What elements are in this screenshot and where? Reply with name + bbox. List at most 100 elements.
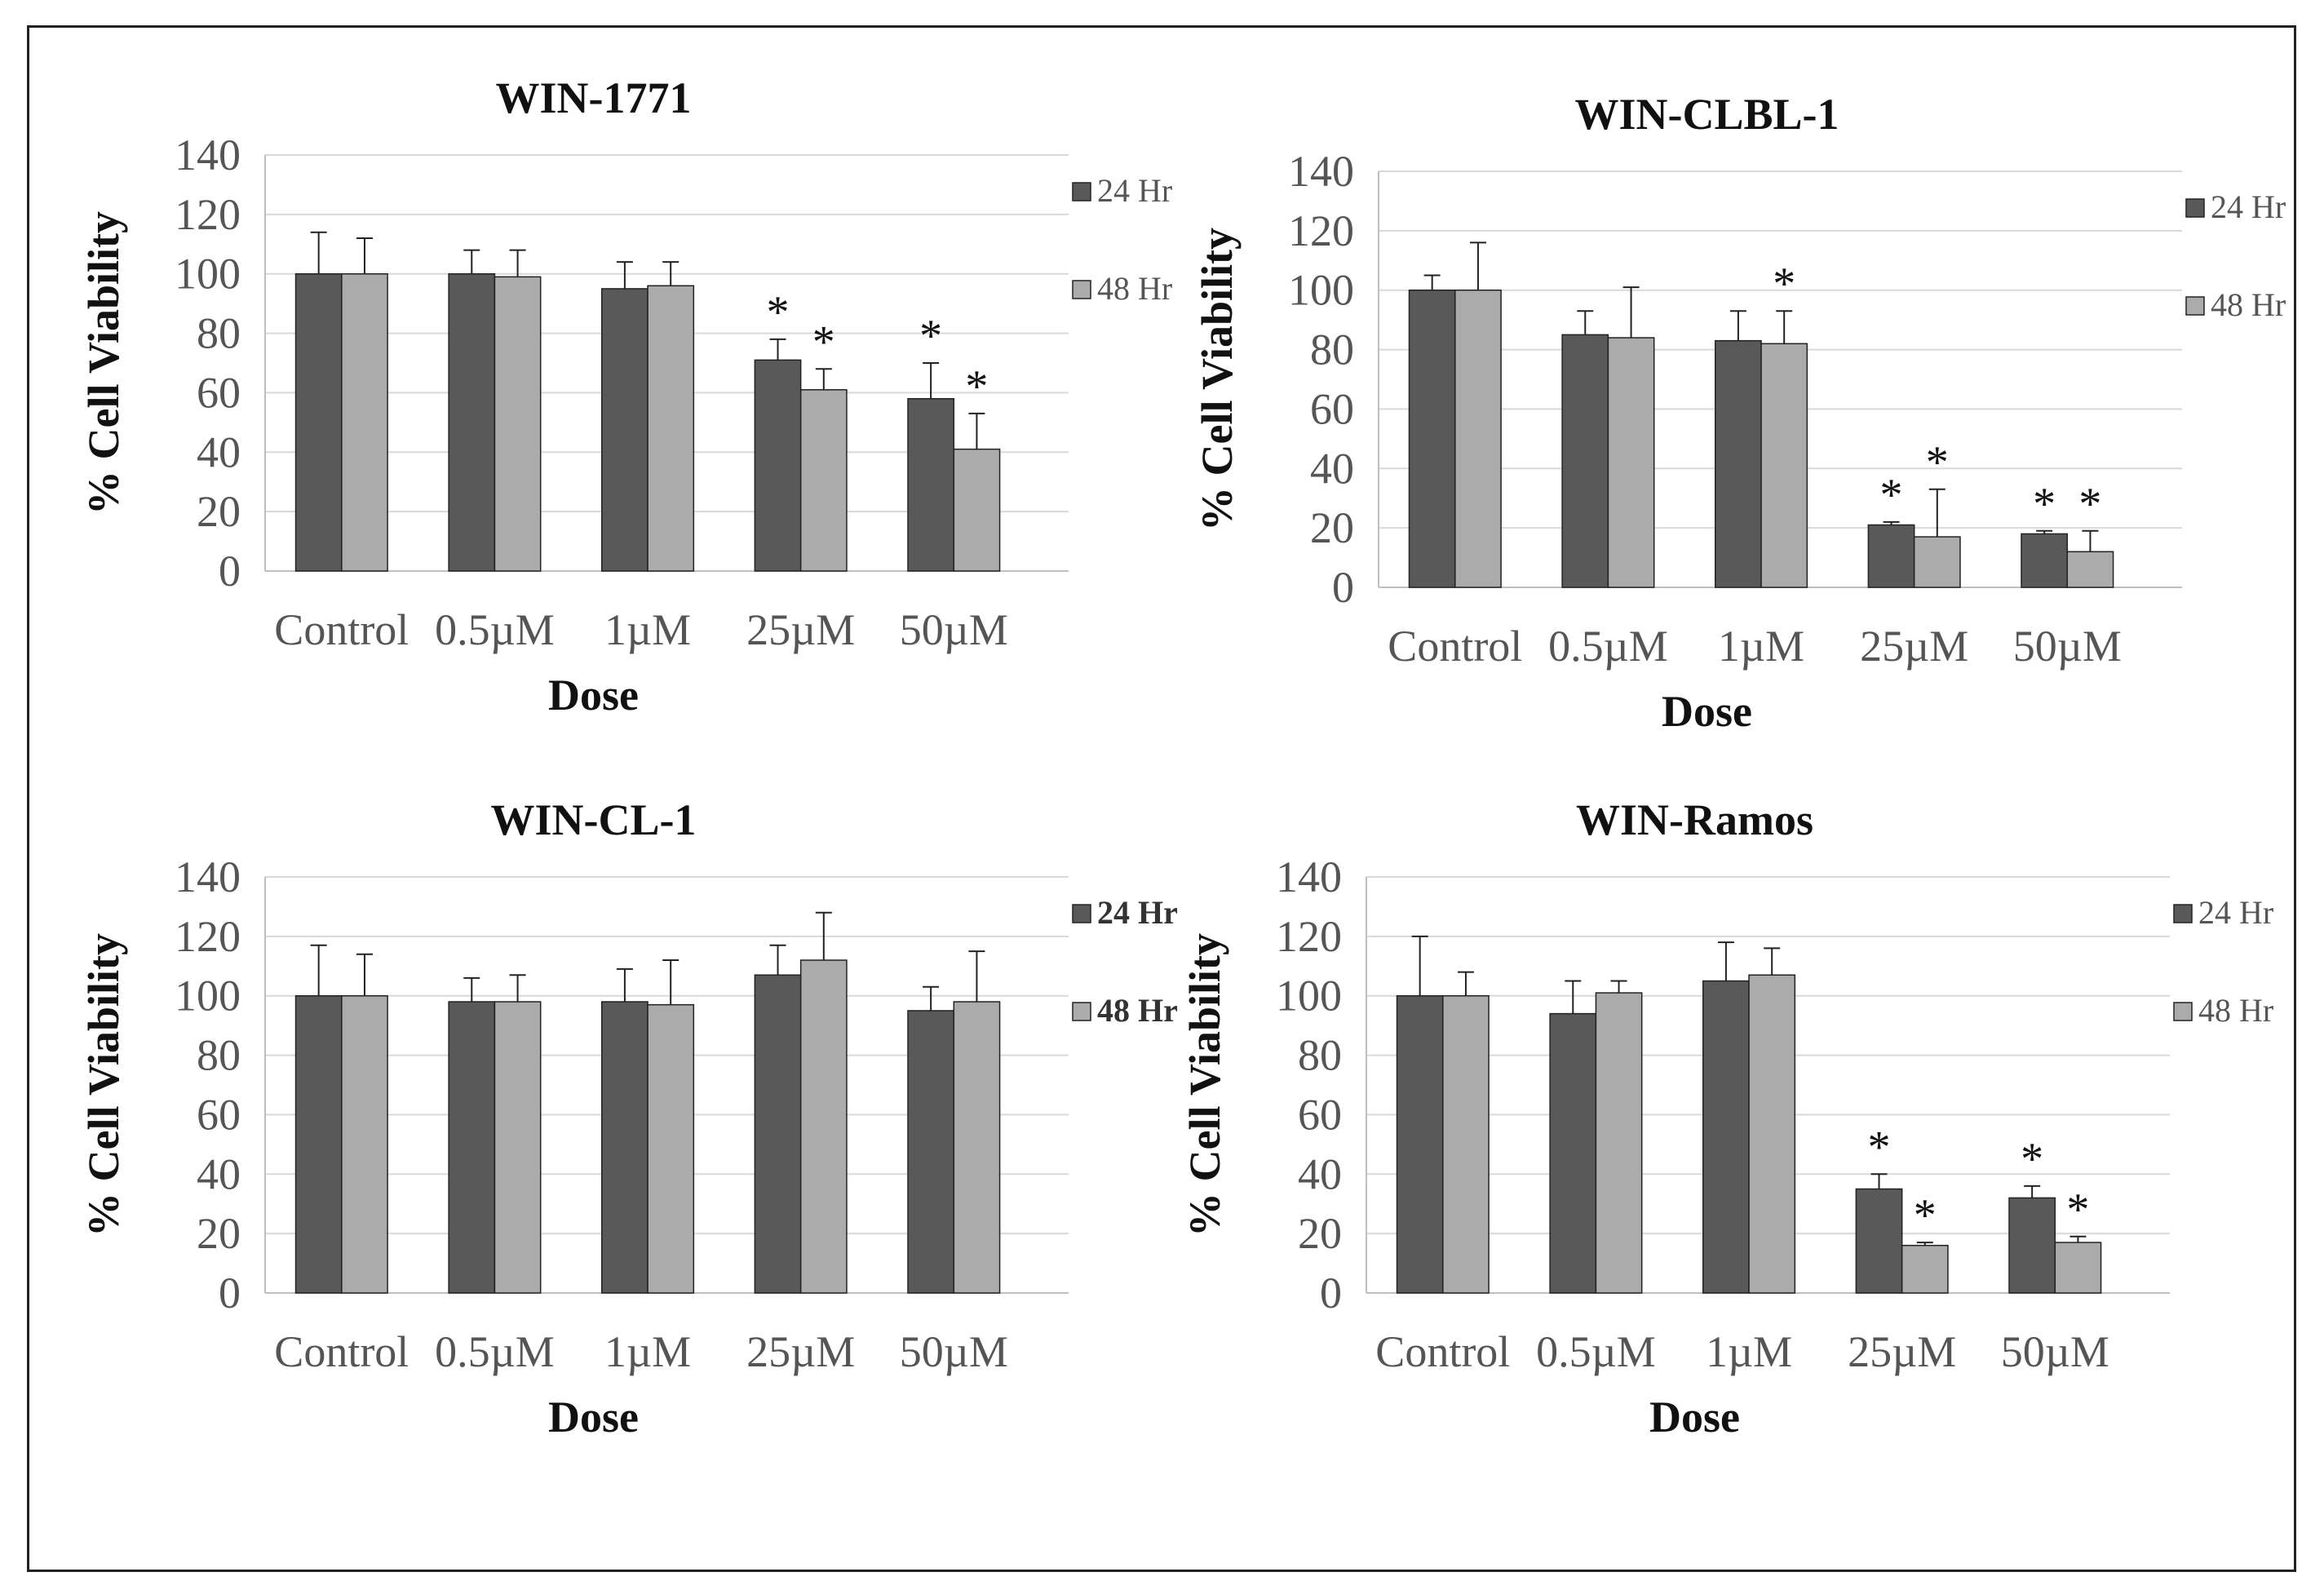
bar xyxy=(1396,994,1444,1294)
bar xyxy=(907,1010,955,1294)
x-axis-label: Dose xyxy=(1662,687,1752,736)
bar xyxy=(754,359,802,572)
significance-marker: * xyxy=(2021,1134,2043,1184)
x-tick-label: 0.5µM xyxy=(435,1327,555,1376)
bar-chart-win-clbl-1: WIN-CLBL-1 0 20 40 60 80 100 120 140 % Cell Viabi… xyxy=(1193,90,2286,736)
y-tick-label: 40 xyxy=(1298,1149,1342,1198)
x-tick-label: Control xyxy=(1388,622,1522,671)
y-tick-label: 80 xyxy=(1310,325,1354,374)
y-tick-label: 140 xyxy=(175,131,241,179)
bar xyxy=(1561,334,1609,588)
legend-label: 24 Hr xyxy=(2198,894,2273,931)
significance-marker: * xyxy=(1880,470,1903,520)
chart-panel-win-cl-1: WIN-CL-1 0 20 40 60 80 100 120 140 % Cell Viabili… xyxy=(49,771,1183,1505)
bar xyxy=(1901,1244,1949,1294)
bar xyxy=(494,276,542,572)
y-tick-label: 120 xyxy=(1288,206,1354,255)
bar xyxy=(601,288,649,572)
chart-title: WIN-CLBL-1 xyxy=(1574,90,1839,139)
legend-swatch xyxy=(2185,198,2205,218)
legend-label: 48 Hr xyxy=(2198,992,2273,1029)
bar-chart-win-cl-1: WIN-CL-1 0 20 40 60 80 100 120 140 % Cell Viabili… xyxy=(79,795,1178,1441)
bar xyxy=(953,1001,1001,1294)
y-tick-label: 40 xyxy=(1310,444,1354,493)
y-tick-label: 100 xyxy=(175,250,241,299)
y-tick-label: 120 xyxy=(1276,912,1342,961)
bar xyxy=(1867,524,1915,588)
bar xyxy=(1408,289,1456,588)
x-tick-label: 1µM xyxy=(1718,622,1804,671)
significance-marker: * xyxy=(812,317,835,367)
legend-swatch xyxy=(1072,904,1091,923)
chart-title: WIN-1771 xyxy=(496,73,692,122)
x-tick-label: 0.5µM xyxy=(1548,622,1668,671)
x-tick-label: Control xyxy=(274,605,409,654)
significance-marker: * xyxy=(1914,1190,1937,1241)
y-tick-label: 60 xyxy=(197,368,241,417)
bar xyxy=(1748,974,1796,1294)
bar-chart-win-1771: WIN-1771 0 20 40 60 80 100 120 140 % Cell Viabili… xyxy=(79,73,1172,720)
bar xyxy=(341,994,388,1294)
legend-label: 48 Hr xyxy=(1097,270,1172,307)
bar xyxy=(907,397,955,572)
y-tick-label: 100 xyxy=(175,972,241,1021)
bar xyxy=(1607,337,1655,588)
significance-marker: * xyxy=(2066,1184,2089,1235)
x-axis-label: Dose xyxy=(548,1393,639,1441)
significance-marker: * xyxy=(2033,479,2056,529)
x-tick-label: 50µM xyxy=(900,1327,1008,1376)
x-tick-label: 0.5µM xyxy=(1536,1327,1656,1376)
bar xyxy=(799,959,848,1294)
x-axis-label: Dose xyxy=(1649,1393,1740,1441)
x-tick-label: 1µM xyxy=(604,1327,691,1376)
bar xyxy=(1913,536,1961,588)
chart-panel-win-1771: WIN-1771 0 20 40 60 80 100 120 140 % Cell Viabili… xyxy=(49,49,1183,783)
bar xyxy=(2054,1242,2102,1294)
x-tick-label: 0.5µM xyxy=(435,605,555,654)
y-tick-label: 140 xyxy=(175,852,241,901)
bar xyxy=(294,272,343,572)
significance-marker: * xyxy=(919,311,942,361)
bar xyxy=(754,974,802,1294)
bar xyxy=(448,1001,496,1294)
bar xyxy=(1454,289,1502,588)
bar xyxy=(2066,551,2114,588)
y-axis-label: % Cell Viability xyxy=(79,211,128,515)
chart-title: WIN-Ramos xyxy=(1576,795,1813,844)
chart-title: WIN-CL-1 xyxy=(491,795,697,844)
x-tick-label: 25µM xyxy=(1860,622,1968,671)
bar xyxy=(647,285,695,572)
bar xyxy=(1442,994,1490,1294)
legend-label: 24 Hr xyxy=(2211,188,2286,225)
bar xyxy=(2008,1197,2056,1294)
significance-marker: * xyxy=(767,287,790,338)
y-tick-label: 20 xyxy=(197,487,241,536)
legend-swatch xyxy=(2173,1002,2193,1021)
y-axis-label: % Cell Viability xyxy=(79,933,128,1237)
x-tick-label: 25µM xyxy=(1848,1327,1956,1376)
x-tick-label: 1µM xyxy=(604,605,691,654)
y-tick-label: 60 xyxy=(1310,384,1354,433)
bar xyxy=(1760,343,1808,588)
y-tick-label: 80 xyxy=(197,309,241,358)
legend-swatch xyxy=(2173,904,2193,923)
figure-frame xyxy=(27,25,2296,1572)
legend-swatch xyxy=(1072,182,1091,201)
x-tick-label: 50µM xyxy=(2013,622,2122,671)
bar xyxy=(1595,992,1643,1294)
y-tick-label: 60 xyxy=(1298,1090,1342,1139)
x-axis-label: Dose xyxy=(548,671,639,720)
bar xyxy=(1549,1012,1597,1294)
y-tick-label: 40 xyxy=(197,1149,241,1198)
legend-swatch xyxy=(2185,296,2205,316)
y-tick-label: 40 xyxy=(197,427,241,476)
y-tick-label: 20 xyxy=(1298,1209,1342,1258)
significance-marker: * xyxy=(1868,1122,1891,1172)
x-tick-label: 50µM xyxy=(2001,1327,2109,1376)
y-tick-label: 120 xyxy=(175,190,241,239)
chart-panel-win-ramos: WIN-Ramos 0 20 40 60 80 100 120 140 % Cell Viabil… xyxy=(1150,771,2284,1505)
bar xyxy=(494,1001,542,1294)
significance-marker: * xyxy=(1773,259,1795,309)
y-tick-label: 0 xyxy=(219,547,241,596)
legend-label: 24 Hr xyxy=(1097,894,1178,931)
